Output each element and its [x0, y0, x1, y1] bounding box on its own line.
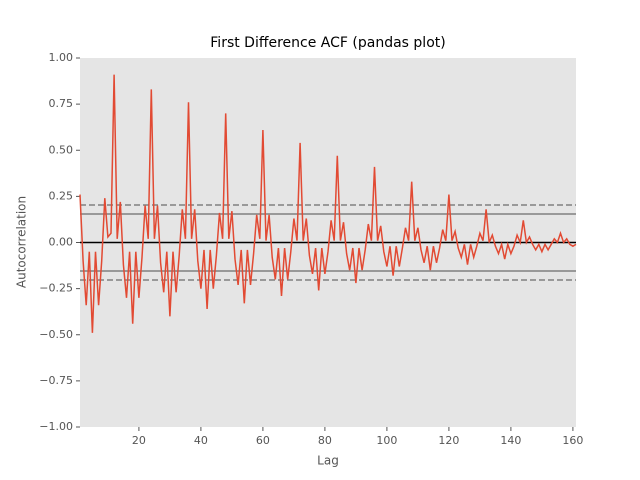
x-tick-label: 80	[318, 434, 332, 447]
y-tick-label: −0.75	[39, 374, 73, 387]
y-tick-label: 0.00	[49, 236, 74, 249]
acf-line	[79, 74, 577, 333]
x-tick-label: 20	[132, 434, 146, 447]
x-axis-label: Lag	[317, 454, 339, 468]
x-tick-label: 120	[438, 434, 459, 447]
y-tick-label: −0.50	[39, 328, 73, 341]
y-tick-label: 0.75	[49, 97, 74, 110]
x-tick-label: 160	[562, 434, 583, 447]
x-tick-label: 40	[194, 434, 208, 447]
y-tick-label: −0.25	[39, 282, 73, 295]
x-tick-label: 60	[256, 434, 270, 447]
y-tick-label: −1.00	[39, 420, 73, 433]
x-tick-label: 140	[500, 434, 521, 447]
y-tick-label: 0.50	[49, 143, 74, 156]
chart-title: First Difference ACF (pandas plot)	[210, 35, 445, 51]
x-tick-label: 100	[376, 434, 397, 447]
y-tick-label: 1.00	[49, 51, 74, 64]
y-axis-label: Autocorrelation	[15, 196, 29, 288]
y-tick-label: 0.25	[49, 189, 74, 202]
